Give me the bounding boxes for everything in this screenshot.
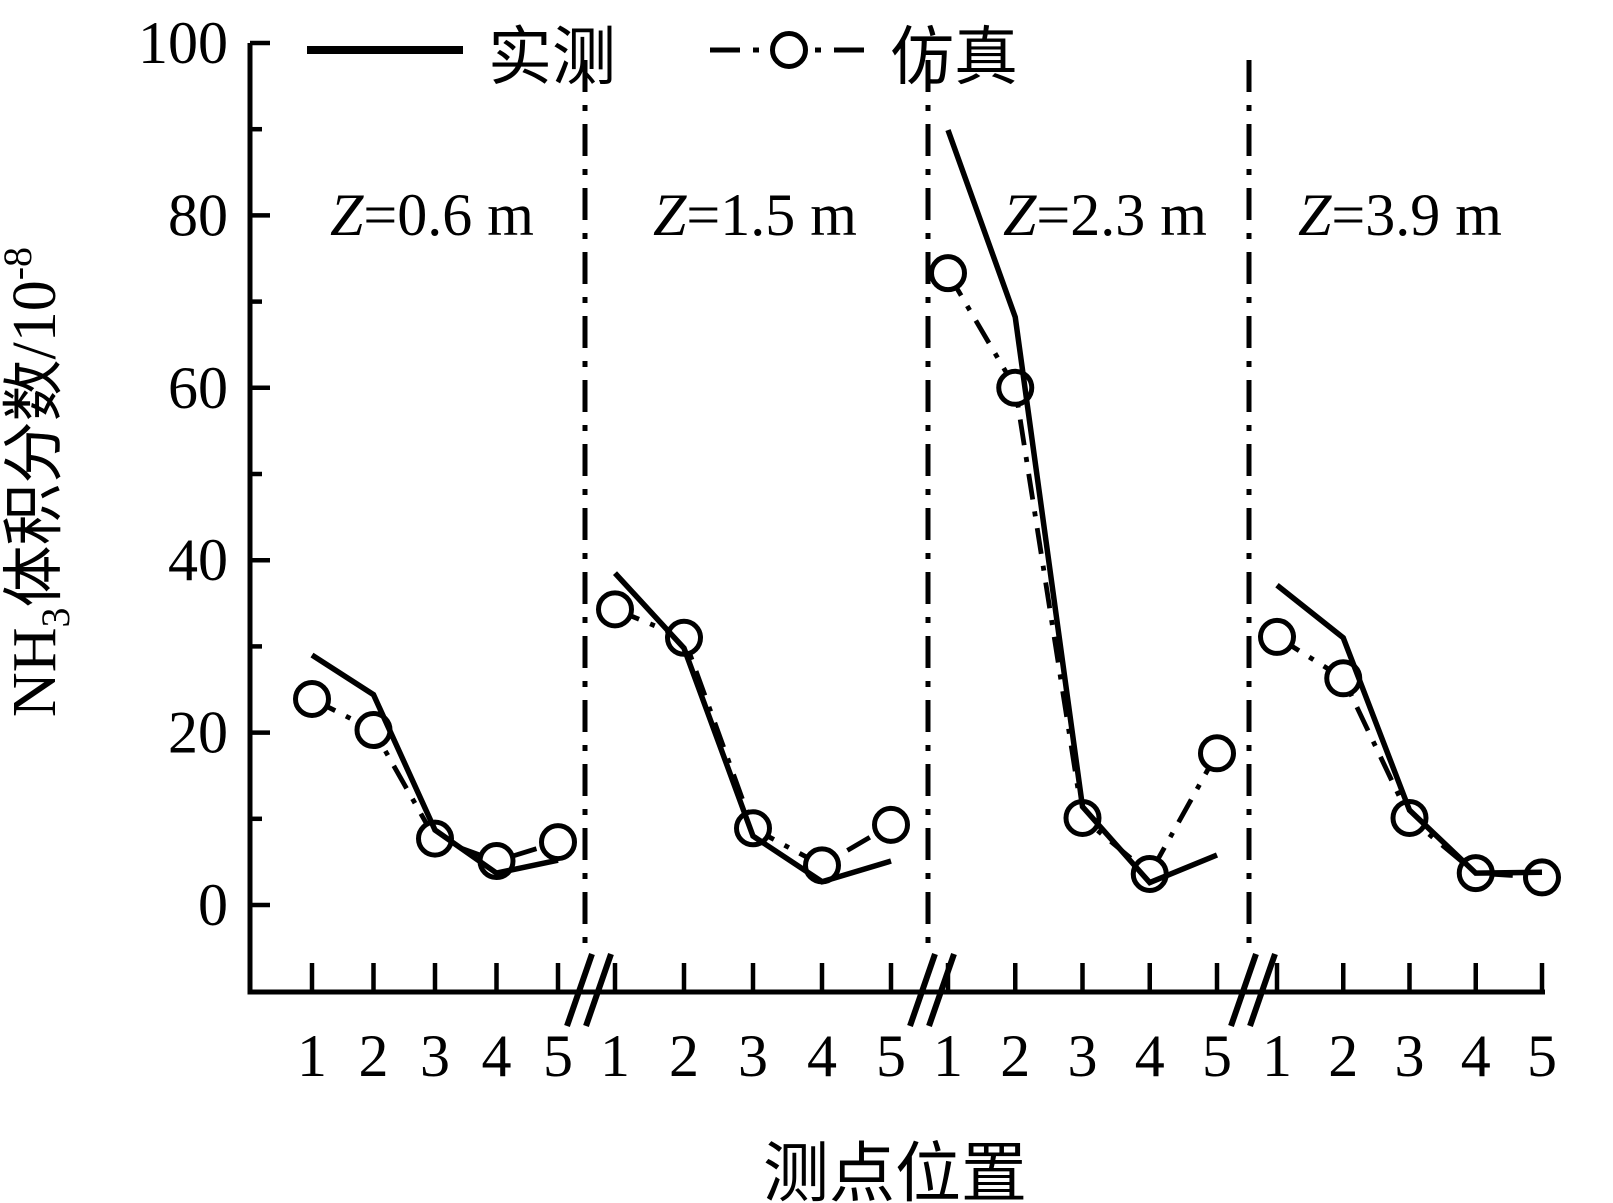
legend-measured-label: 实测 <box>488 22 616 93</box>
axis-break-slash <box>564 953 595 1027</box>
x-tick-label: 3 <box>738 1023 768 1089</box>
x-tick-label: 4 <box>1135 1023 1165 1089</box>
y-tick-label: 80 <box>168 182 228 248</box>
axis-break-slash <box>1247 953 1278 1027</box>
axis-break-slash <box>1228 953 1259 1027</box>
x-tick-label: 5 <box>1202 1023 1232 1089</box>
x-axis-title: 测点位置 <box>763 1138 1027 1203</box>
legend-simulated-label: 仿真 <box>890 22 1018 93</box>
simulated-data-point-marker <box>596 590 634 629</box>
simulated-series-line <box>310 696 559 864</box>
simulated-series-line <box>945 271 1220 878</box>
x-tick-label: 2 <box>1000 1023 1030 1089</box>
series-layer <box>293 129 1561 897</box>
y-tick-label: 0 <box>198 872 228 938</box>
simulated-data-point-marker <box>1198 734 1236 773</box>
axis-break-slash <box>583 953 614 1027</box>
legend-simulated-circle-marker <box>770 31 808 69</box>
x-tick-label: 5 <box>543 1023 573 1089</box>
x-tick-label: 1 <box>933 1023 963 1089</box>
y-tick-label: 40 <box>168 527 228 593</box>
panel-separators-layer <box>564 60 1278 1027</box>
measured-series-line <box>310 652 559 877</box>
axis-break-slash <box>907 953 938 1027</box>
measured-series-line <box>1275 583 1543 876</box>
panel-z-label: Z=3.9 m <box>1298 182 1502 248</box>
simulated-series-line <box>1275 634 1543 880</box>
legend-simulated-sample <box>710 31 868 69</box>
x-tick-label: 5 <box>1527 1023 1557 1089</box>
x-tick-label: 2 <box>359 1023 389 1089</box>
x-tick-label: 1 <box>297 1023 327 1089</box>
simulated-data-point-marker <box>1523 858 1561 897</box>
x-tick-label: 3 <box>1395 1023 1425 1089</box>
simulated-data-point-marker <box>872 805 910 844</box>
y-tick-label: 100 <box>138 10 228 76</box>
axis-lines <box>247 43 1545 995</box>
y-axis-title: NH3体积分数/10-8 <box>0 247 78 717</box>
y-tick-label: 20 <box>168 700 228 766</box>
measured-series-line <box>945 129 1219 886</box>
panel-z-label: Z=1.5 m <box>653 182 857 248</box>
y-tick-label: 60 <box>168 355 228 421</box>
simulated-data-point-marker <box>929 254 967 293</box>
x-tick-label: 5 <box>876 1023 906 1089</box>
simulated-data-point-marker <box>293 679 331 718</box>
axis-break-slash <box>926 953 957 1027</box>
simulated-data-point-marker <box>539 823 577 862</box>
legend: 实测 仿真 <box>307 22 1018 93</box>
x-tick-label: 2 <box>669 1023 699 1089</box>
x-tick-label: 1 <box>1262 1023 1292 1089</box>
x-tick-label: 4 <box>807 1023 837 1089</box>
x-tick-label: 2 <box>1328 1023 1358 1089</box>
panel-z-label: Z=2.3 m <box>1003 182 1207 248</box>
x-tick-label: 4 <box>1461 1023 1491 1089</box>
x-tick-label: 1 <box>600 1023 630 1089</box>
x-tick-label: 3 <box>420 1023 450 1089</box>
x-tick-label: 4 <box>482 1023 512 1089</box>
simulated-data-point-marker <box>1390 798 1429 837</box>
simulated-data-point-marker <box>1258 617 1296 656</box>
panel-z-label: Z=0.6 m <box>330 182 534 248</box>
measured-series-line <box>612 571 892 885</box>
panel-labels-layer: Z=0.6 m Z=1.5 m Z=2.3 m Z=3.9 m <box>330 182 1502 248</box>
x-tick-label: 3 <box>1068 1023 1098 1089</box>
